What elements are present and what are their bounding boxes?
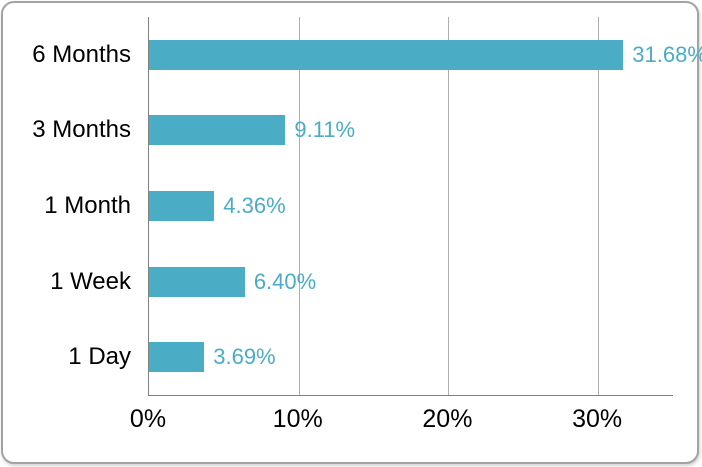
category-label-1-week: 1 Week — [50, 267, 131, 295]
x-tick-label-10%: 10% — [272, 405, 323, 433]
data-label-1-month: 4.36% — [223, 193, 286, 218]
plot-area: 31.68% 9.11% 4.36% 6.40% 3.69% — [148, 17, 702, 396]
x-tick-label-30%: 30% — [572, 405, 623, 433]
bar-1-month — [149, 191, 215, 221]
bar-6-months — [149, 39, 624, 70]
data-label-1-week: 6.40% — [253, 268, 317, 294]
data-label-6-months: 31.68% — [632, 41, 702, 67]
category-label-1-day: 1 Day — [68, 343, 131, 371]
bar-1-week — [149, 266, 245, 297]
bar-3-months — [149, 115, 286, 146]
data-label-3-months: 9.11% — [294, 117, 356, 143]
gridline-30% — [598, 17, 600, 395]
gridline-10% — [298, 17, 300, 395]
category-label-3-months: 3 Months — [32, 116, 131, 144]
gridline-20% — [448, 17, 450, 395]
x-tick-label-20%: 20% — [422, 405, 473, 433]
data-label-1-day: 3.69% — [213, 344, 276, 370]
category-label-1-month: 1 Month — [44, 192, 131, 219]
category-label-6-months: 6 Months — [32, 40, 131, 68]
x-tick-label-0%: 0% — [129, 405, 167, 433]
bar-1-day — [149, 342, 205, 373]
